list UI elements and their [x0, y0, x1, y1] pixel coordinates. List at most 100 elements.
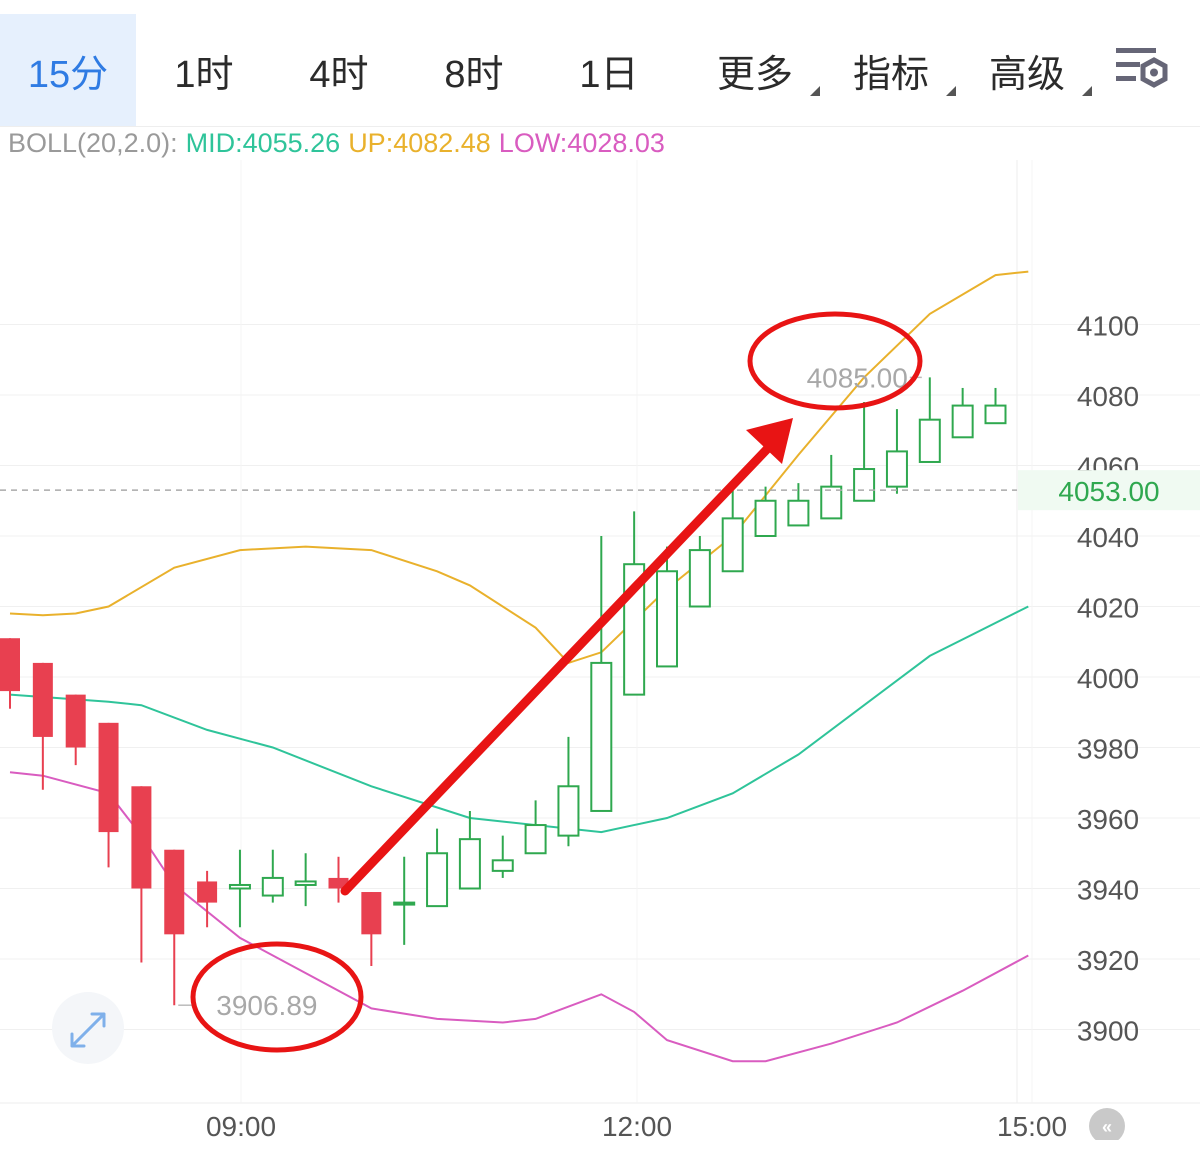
y-tick-label: 3920 [1077, 945, 1139, 976]
candle [951, 387, 974, 439]
candle-body [853, 468, 876, 502]
candle-body [361, 892, 382, 935]
candle-body [228, 883, 251, 890]
tab-1day[interactable]: 1日 [555, 14, 663, 126]
y-tick-label: 3940 [1077, 875, 1139, 906]
current-price-badge [1018, 470, 1200, 511]
candle [164, 849, 185, 1006]
candle-body [951, 404, 974, 439]
candle [458, 810, 481, 890]
y-tick-label: 3900 [1077, 1016, 1139, 1047]
candle-body [524, 824, 547, 855]
candle [197, 870, 218, 928]
candle-body [491, 859, 514, 872]
candle [98, 722, 119, 868]
boll-mid-value: MID:4055.26 [185, 128, 341, 158]
dropdown-triangle-icon [810, 86, 820, 96]
candle [820, 454, 843, 520]
boll-lower-band [9, 771, 1029, 1063]
boll-upper-band [9, 270, 1029, 665]
candle [294, 853, 317, 907]
tab-more[interactable]: 更多 [700, 14, 820, 126]
candle-body [590, 661, 613, 812]
candle [656, 546, 678, 668]
candle [853, 402, 876, 502]
y-tick-label: 4000 [1077, 663, 1139, 694]
candle-body [426, 852, 449, 908]
candle [557, 736, 580, 847]
tab-label: 高级 [988, 53, 1065, 96]
candle-body [131, 786, 152, 889]
tab-8hour[interactable]: 8时 [420, 14, 528, 126]
candle-body [885, 450, 908, 488]
candle [984, 387, 1007, 425]
tab-indicators[interactable]: 指标 [836, 14, 956, 126]
candle-body [164, 849, 185, 935]
candle [261, 849, 284, 903]
k-line-icon: « [1102, 1117, 1112, 1137]
candle [361, 892, 382, 967]
dropdown-triangle-icon [1082, 86, 1092, 96]
y-tick-label: 3960 [1077, 804, 1139, 835]
candle [754, 486, 777, 537]
expand-icon[interactable] [52, 992, 124, 1064]
tab-label: 指标 [852, 53, 929, 96]
candle [131, 786, 152, 963]
candle-body [393, 901, 416, 906]
trend-arrow-head [746, 418, 793, 464]
candle [721, 490, 744, 573]
candle [787, 483, 810, 527]
y-tick-label: 4100 [1077, 311, 1139, 342]
candle-body [294, 880, 317, 886]
high-price-marker: 4085.00 [807, 362, 908, 393]
current-price-label: 4053.00 [1058, 476, 1159, 507]
candle-body [984, 404, 1007, 425]
candle [32, 662, 53, 790]
candle [524, 800, 547, 855]
boll-mid-band [9, 605, 1029, 834]
y-tick-label: 4040 [1077, 522, 1139, 553]
candle-body [918, 418, 941, 463]
candle-body [458, 838, 481, 890]
candle [590, 536, 613, 812]
candle-body [32, 662, 53, 737]
low-price-marker: 3906.89 [216, 990, 317, 1021]
tab-advanced[interactable]: 高级 [972, 14, 1092, 126]
candlestick-chart[interactable]: 4100408040604040402040003980396039403920… [0, 160, 1200, 1140]
candle-body [261, 876, 284, 897]
candle-body [197, 881, 218, 903]
tab-label: 1时 [174, 53, 234, 96]
candle [65, 694, 86, 766]
highlight-ellipse-high [747, 311, 923, 411]
candle-body [820, 485, 843, 520]
boll-up-value: UP:4082.48 [348, 128, 491, 158]
candle-body [688, 549, 711, 608]
candle-body [557, 785, 580, 837]
tab-4hour[interactable]: 4时 [285, 14, 393, 126]
candle-body [0, 638, 20, 692]
timeframe-tabbar: 15分 1时 4时 8时 1日 更多 指标 高级 [0, 0, 1200, 127]
tab-label: 15分 [27, 53, 109, 96]
chart-settings-icon[interactable] [1110, 40, 1172, 98]
tab-label: 1日 [579, 53, 639, 96]
candle [623, 511, 646, 696]
k-line-button[interactable] [1089, 1108, 1125, 1140]
candle [491, 835, 514, 878]
candle [918, 377, 941, 463]
candle-body [787, 499, 810, 527]
tab-label: 8时 [444, 53, 504, 96]
tab-label: 更多 [716, 53, 793, 96]
boll-indicator-name: BOLL(20,2.0): [8, 128, 178, 158]
expand-arrows-icon [70, 1012, 106, 1048]
y-tick-label: 3980 [1077, 734, 1139, 765]
candle-body [98, 722, 119, 833]
tab-1hour[interactable]: 1时 [150, 14, 258, 126]
tab-15min[interactable]: 15分 [0, 14, 136, 126]
boll-legend: BOLL(20,2.0): MID:4055.26 UP:4082.48 LOW:40… [8, 128, 673, 159]
rsi-indicator-strip [0, 1140, 1200, 1155]
dropdown-triangle-icon [946, 86, 956, 96]
candle [426, 828, 449, 908]
candle [228, 849, 251, 928]
x-tick-label: 15:00 [997, 1111, 1067, 1140]
candle-body [656, 570, 678, 668]
